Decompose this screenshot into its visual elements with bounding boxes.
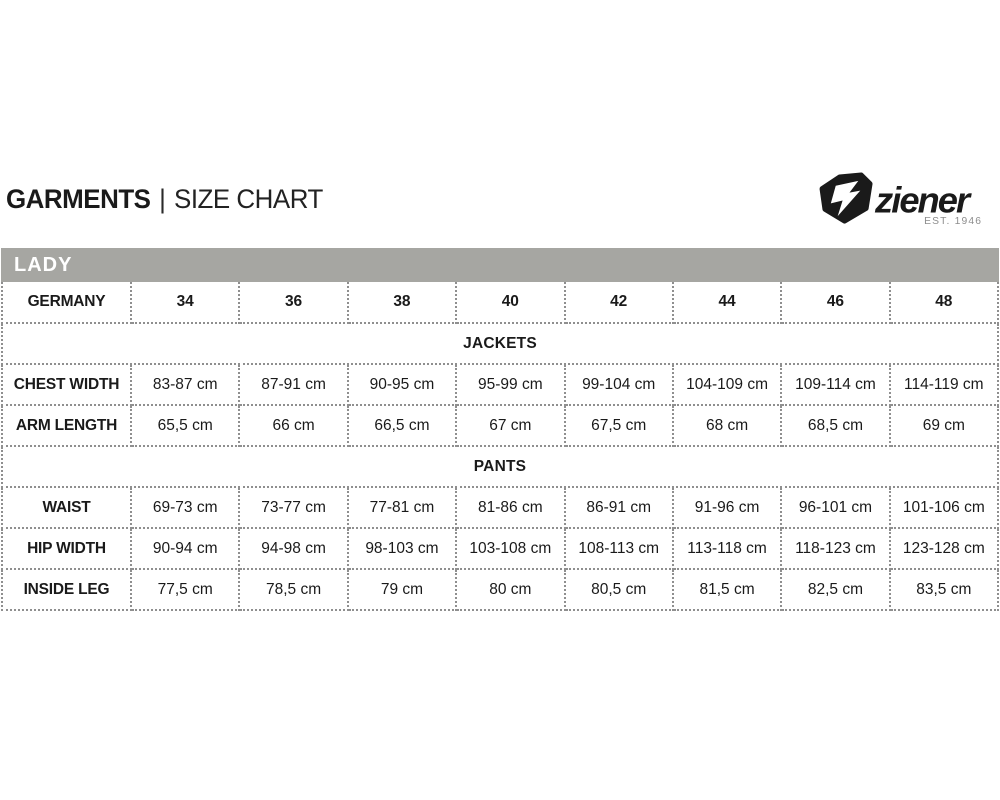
size-cell: 48 (888, 282, 1000, 324)
value-cell: 99-104 cm (563, 363, 674, 406)
value-cell: 104-109 cm (671, 363, 783, 406)
value-cell: 66 cm (238, 404, 349, 447)
size-cell: 46 (780, 282, 891, 324)
row-label-cell: ARM LENGTH (1, 404, 132, 447)
size-cell: 44 (671, 282, 783, 324)
value-cell: 96-101 cm (780, 486, 891, 529)
table-row: WAIST 69-73 cm 73-77 cm 77-81 cm 81-86 cm 86-… (1, 486, 1000, 529)
table-row: ARM LENGTH 65,5 cm 66 cm 66,5 cm 67 cm 67,5 c… (1, 404, 1000, 447)
size-cell: 36 (238, 282, 349, 324)
value-cell: 78,5 cm (238, 568, 349, 611)
title-primary: GARMENTS (6, 183, 151, 214)
size-table: GERMANY 34 36 38 40 42 44 46 48 JACKETS CHEST WIDT… (1, 282, 1000, 611)
value-cell: 83-87 cm (129, 363, 241, 406)
table-row: CHEST WIDTH 83-87 cm 87-91 cm 90-95 cm 95-99… (1, 363, 1000, 406)
table-row: HIP WIDTH 90-94 cm 94-98 cm 98-103 cm 103-10… (1, 527, 1000, 570)
section-header-cell: JACKETS (1, 322, 999, 365)
value-cell: 82,5 cm (780, 568, 891, 611)
ziener-brand-text: ziener (874, 179, 972, 220)
value-cell: 68,5 cm (780, 404, 891, 447)
value-cell: 77-81 cm (346, 486, 458, 529)
value-cell: 90-94 cm (129, 527, 241, 570)
value-cell: 101-106 cm (888, 486, 1000, 529)
row-label-cell: HIP WIDTH (1, 527, 132, 570)
section-header-cell: PANTS (1, 445, 999, 488)
size-chart: LADY GERMANY 34 36 38 40 42 44 46 48 JACKETS CHEST… (1, 248, 1000, 611)
value-cell: 109-114 cm (780, 363, 891, 406)
value-cell: 95-99 cm (455, 363, 566, 406)
page-title: GARMENTS | SIZE CHART (6, 184, 323, 215)
ziener-logo: ziener EST. 1946 (819, 172, 982, 226)
value-cell: 87-91 cm (238, 363, 349, 406)
value-cell: 94-98 cm (238, 527, 349, 570)
table-section-row: JACKETS (1, 322, 999, 365)
value-cell: 98-103 cm (346, 527, 458, 570)
table-section-row: PANTS (1, 445, 999, 488)
value-cell: 91-96 cm (671, 486, 783, 529)
value-cell: 67 cm (455, 404, 566, 447)
value-cell: 103-108 cm (455, 527, 566, 570)
ziener-est-text: EST. 1946 (924, 216, 982, 226)
value-cell: 79 cm (346, 568, 458, 611)
row-label-germany: GERMANY (1, 282, 132, 324)
value-cell: 66,5 cm (346, 404, 458, 447)
value-cell: 69 cm (888, 404, 1000, 447)
value-cell: 69-73 cm (129, 486, 241, 529)
size-cell: 34 (129, 282, 241, 324)
value-cell: 118-123 cm (780, 527, 891, 570)
size-cell: 38 (346, 282, 458, 324)
value-cell: 90-95 cm (346, 363, 458, 406)
size-cell: 40 (455, 282, 566, 324)
value-cell: 86-91 cm (563, 486, 674, 529)
row-label-cell: CHEST WIDTH (1, 363, 132, 406)
value-cell: 83,5 cm (888, 568, 1000, 611)
value-cell: 114-119 cm (888, 363, 1000, 406)
value-cell: 80 cm (455, 568, 566, 611)
value-cell: 65,5 cm (129, 404, 241, 447)
row-label-cell: WAIST (1, 486, 132, 529)
size-cell: 42 (563, 282, 674, 324)
title-secondary: SIZE CHART (174, 183, 323, 214)
value-cell: 68 cm (671, 404, 783, 447)
ziener-shield-icon (819, 172, 873, 224)
title-separator: | (159, 183, 166, 214)
value-cell: 81-86 cm (455, 486, 566, 529)
value-cell: 80,5 cm (563, 568, 674, 611)
value-cell: 67,5 cm (563, 404, 674, 447)
value-cell: 108-113 cm (563, 527, 674, 570)
value-cell: 77,5 cm (129, 568, 241, 611)
value-cell: 123-128 cm (888, 527, 1000, 570)
size-table-body: GERMANY 34 36 38 40 42 44 46 48 JACKETS CHEST WIDT… (1, 282, 1000, 611)
table-row-germany: GERMANY 34 36 38 40 42 44 46 48 (1, 282, 1000, 324)
page-header: GARMENTS | SIZE CHART ziener EST. 1946 (0, 172, 1000, 226)
value-cell: 81,5 cm (671, 568, 783, 611)
table-section-lady: LADY (1, 248, 999, 282)
table-row: INSIDE LEG 77,5 cm 78,5 cm 79 cm 80 cm 80,5 c… (1, 568, 1000, 611)
row-label-cell: INSIDE LEG (1, 568, 132, 611)
value-cell: 113-118 cm (671, 527, 783, 570)
value-cell: 73-77 cm (238, 486, 349, 529)
